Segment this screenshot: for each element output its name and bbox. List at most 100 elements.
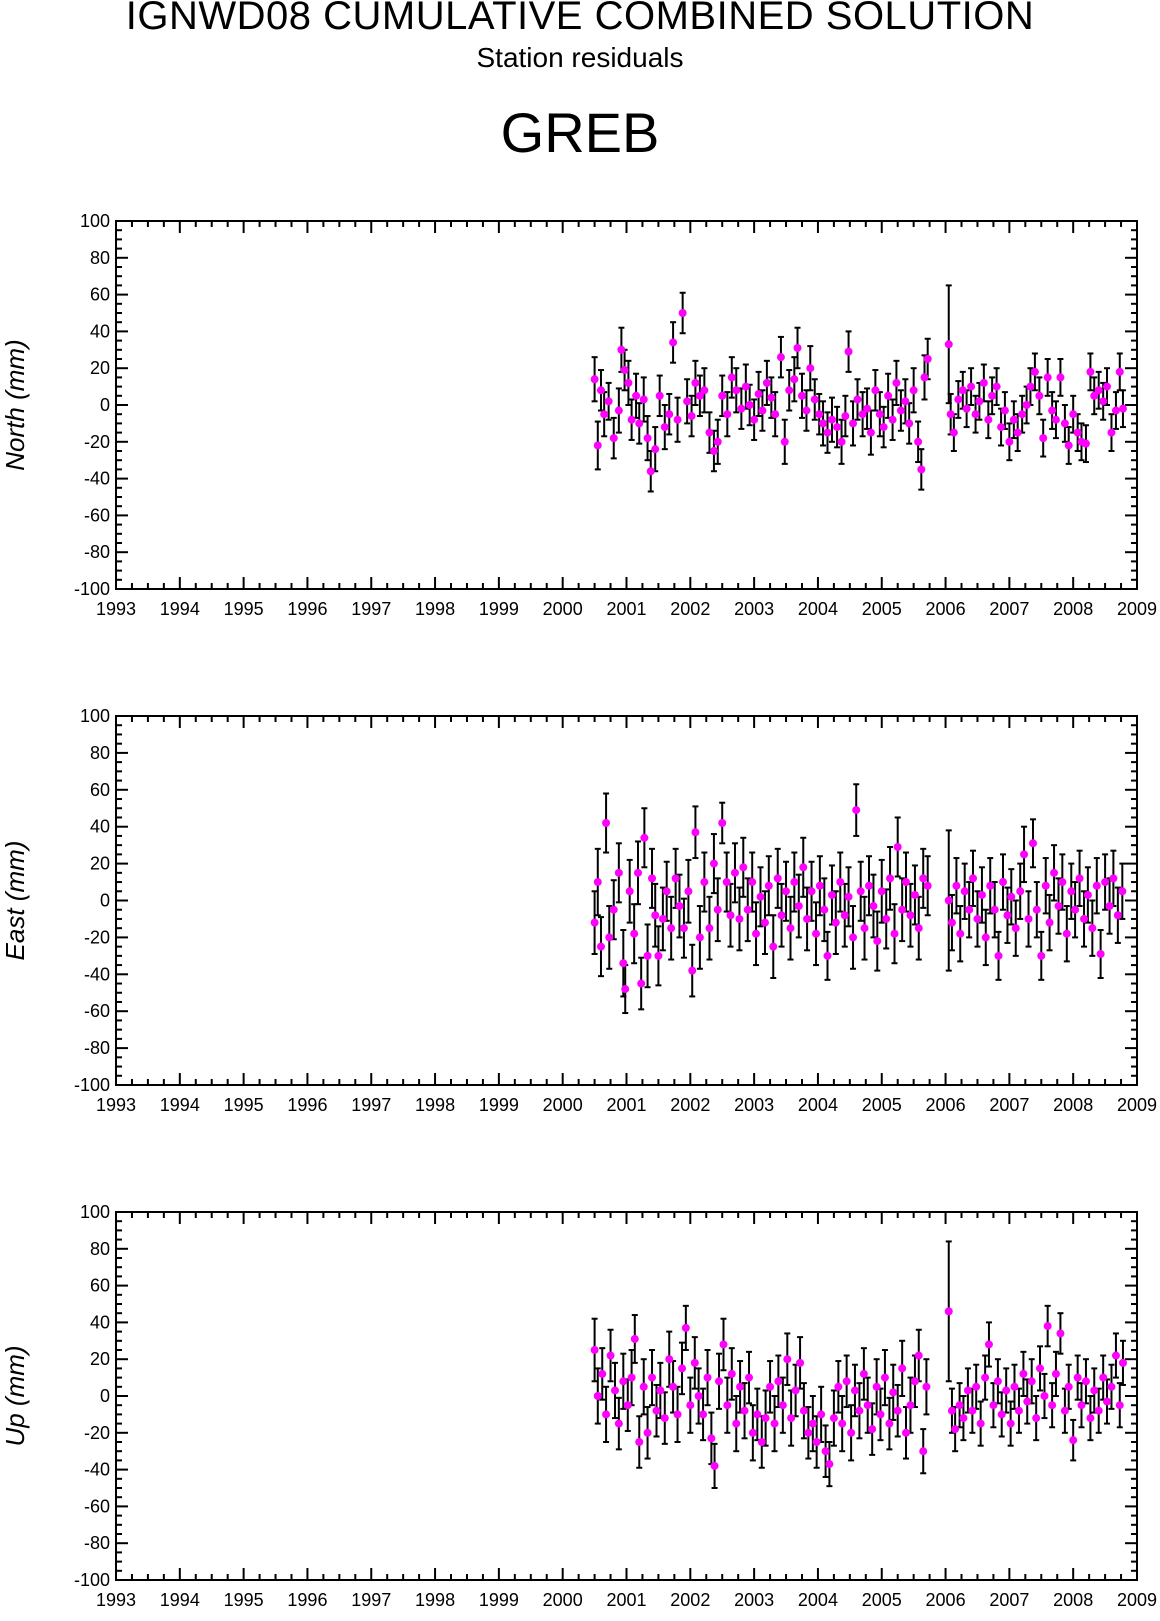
data-point (890, 929, 899, 938)
data-point (605, 933, 614, 942)
data-point (799, 1406, 808, 1415)
data-point (766, 1382, 775, 1391)
data-point (1019, 1369, 1028, 1378)
data-point (889, 1388, 898, 1397)
data-point (993, 1377, 1002, 1386)
data-point (841, 412, 850, 421)
data-point (1048, 1401, 1057, 1410)
x-tick-label: 1999 (479, 1095, 519, 1115)
data-point (767, 393, 776, 402)
data-point (1115, 367, 1124, 376)
data-point (791, 1386, 800, 1395)
data-point (705, 924, 714, 933)
data-point (777, 911, 786, 920)
data-point (959, 1414, 968, 1423)
data-point (719, 1340, 728, 1349)
data-point (909, 386, 918, 395)
data-point (812, 929, 821, 938)
data-point (684, 887, 693, 896)
data-point (699, 1410, 708, 1419)
data-point (656, 1386, 665, 1395)
data-point (1022, 401, 1031, 409)
data-point (1023, 1397, 1032, 1406)
data-point (923, 355, 932, 363)
data-point (1051, 415, 1060, 424)
data-point (654, 951, 663, 960)
data-point (703, 1373, 712, 1382)
data-point (611, 1386, 620, 1395)
data-point (910, 1377, 919, 1386)
data-point (1086, 1414, 1095, 1423)
data-point (973, 914, 982, 923)
data-point (590, 375, 599, 384)
data-point (787, 1414, 796, 1423)
data-point (797, 391, 806, 400)
data-point (593, 441, 602, 450)
data-point (643, 1428, 652, 1437)
data-point (812, 1438, 821, 1446)
data-point (947, 918, 956, 927)
data-point (690, 1358, 699, 1367)
data-point (1064, 1382, 1073, 1391)
data-point (967, 382, 976, 391)
x-tick-label: 1996 (287, 599, 327, 619)
data-point (997, 1410, 1006, 1419)
data-point (762, 378, 771, 387)
data-point (1081, 439, 1090, 448)
data-point (1060, 419, 1069, 428)
data-point (694, 1392, 703, 1400)
data-point (593, 1392, 602, 1400)
data-point (723, 1401, 732, 1410)
data-point (877, 887, 886, 896)
x-tick-label: 1998 (415, 599, 455, 619)
data-point (619, 959, 628, 968)
data-point (1045, 918, 1054, 927)
data-point (901, 878, 910, 887)
x-tick-label: 2005 (862, 599, 902, 619)
data-point (748, 878, 757, 887)
data-point (679, 924, 688, 933)
data-point (671, 874, 680, 883)
data-point (1013, 428, 1022, 437)
data-point (778, 1401, 787, 1410)
data-point (620, 366, 629, 375)
data-point (715, 1377, 724, 1386)
data-point (660, 1414, 669, 1423)
plot-frame (115, 1211, 1138, 1581)
data-point (1109, 874, 1118, 883)
data-point (1007, 892, 1016, 901)
y-tick-label: -40 (84, 964, 110, 984)
data-point (1067, 887, 1076, 896)
data-point (1040, 1392, 1049, 1400)
x-tick-label: 2004 (798, 599, 838, 619)
data-point (885, 1419, 894, 1428)
y-tick-label: 40 (90, 321, 110, 341)
x-tick-label: 2008 (1053, 1095, 1093, 1115)
data-point (609, 905, 618, 914)
data-point (802, 406, 811, 415)
x-tick-label: 2006 (926, 599, 966, 619)
data-point (821, 1447, 830, 1456)
data-point (688, 966, 697, 975)
data-point (785, 386, 794, 395)
data-point (866, 428, 875, 437)
data-point (648, 1373, 657, 1382)
y-tick-label: -100 (74, 1075, 110, 1095)
data-point (997, 423, 1006, 432)
data-point (892, 378, 901, 387)
data-point (880, 1373, 889, 1382)
data-point (1094, 1406, 1103, 1415)
y-tick-label: -20 (84, 927, 110, 947)
data-point (956, 929, 965, 938)
data-point (1043, 1322, 1052, 1331)
data-point (1039, 434, 1048, 443)
x-tick-label: 1997 (351, 1095, 391, 1115)
data-point (1064, 441, 1073, 450)
data-point (1118, 404, 1127, 413)
data-point (836, 878, 845, 887)
x-tick-label: 2002 (670, 1095, 710, 1115)
data-point (965, 905, 974, 914)
data-point (745, 1373, 754, 1382)
data-point (756, 892, 765, 901)
